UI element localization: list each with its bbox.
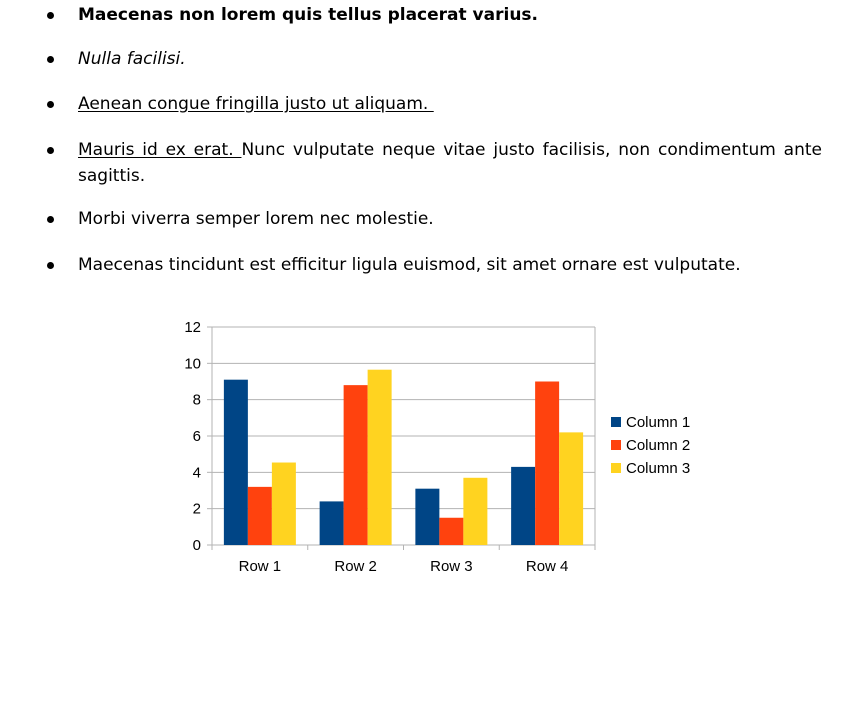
bar-column-2 <box>343 385 368 545</box>
y-tick-label: 6 <box>193 428 201 445</box>
legend-swatch <box>611 417 621 427</box>
list-item-text: Maecenas non lorem quis tellus placerat … <box>78 5 538 25</box>
list-item-text: Maecenas tincidunt est efficitur ligula … <box>78 255 741 275</box>
list-item-text-wrap: Aenean congue fringilla justo ut aliquam… <box>78 91 822 117</box>
bullet-icon <box>47 101 54 108</box>
y-tick-label: 12 <box>184 319 201 336</box>
bar-column-3 <box>463 477 488 545</box>
x-tick-label: Row 2 <box>334 558 377 575</box>
bar-column-1 <box>319 501 344 545</box>
bullet-icon <box>47 56 54 63</box>
list-item-underlined-text: Mauris id ex erat. <box>78 140 242 160</box>
bar-column-3 <box>271 462 296 545</box>
bullet-icon <box>47 12 54 19</box>
y-tick-label: 0 <box>193 537 201 554</box>
legend-swatch <box>611 440 621 450</box>
list-item-text: Nunc vulputate neque vitae justo facilis… <box>78 140 822 186</box>
list-item-text: Aenean congue fringilla justo ut aliquam… <box>78 94 434 114</box>
bar-column-1 <box>223 379 248 545</box>
legend-label: Column 1 <box>626 414 690 431</box>
x-tick-label: Row 3 <box>430 558 473 575</box>
legend-label: Column 3 <box>626 460 690 477</box>
bar-column-2 <box>439 517 464 545</box>
y-tick-label: 10 <box>184 355 201 372</box>
y-tick-label: 8 <box>193 392 201 409</box>
bullet-icon <box>47 216 54 223</box>
bar-column-2 <box>535 381 560 545</box>
list-item-text: Morbi viverra semper lorem nec molestie. <box>78 209 434 229</box>
bar-column-1 <box>511 466 536 545</box>
bar-chart: 0 2 4 6 8 10 12 Row 1 Row 2 Row 3 Row 4 Column 1 Col… <box>184 319 690 575</box>
y-tick-label: 2 <box>193 501 201 518</box>
bar-column-2 <box>247 486 272 545</box>
bar-column-3 <box>559 432 584 545</box>
x-tick-label: Row 4 <box>526 558 569 575</box>
y-tick-label: 4 <box>193 464 201 481</box>
legend-label: Column 2 <box>626 437 690 454</box>
list-item-text-wrap: Mauris id ex erat. Nunc vulputate neque … <box>78 137 822 189</box>
bullet-icon <box>47 147 54 154</box>
legend-swatch <box>611 463 621 473</box>
list-item-text: Nulla facilisi. <box>78 49 186 69</box>
bar-column-3 <box>367 369 392 545</box>
bar-column-1 <box>415 488 440 545</box>
x-tick-label: Row 1 <box>239 558 282 575</box>
bullet-icon <box>47 262 54 269</box>
